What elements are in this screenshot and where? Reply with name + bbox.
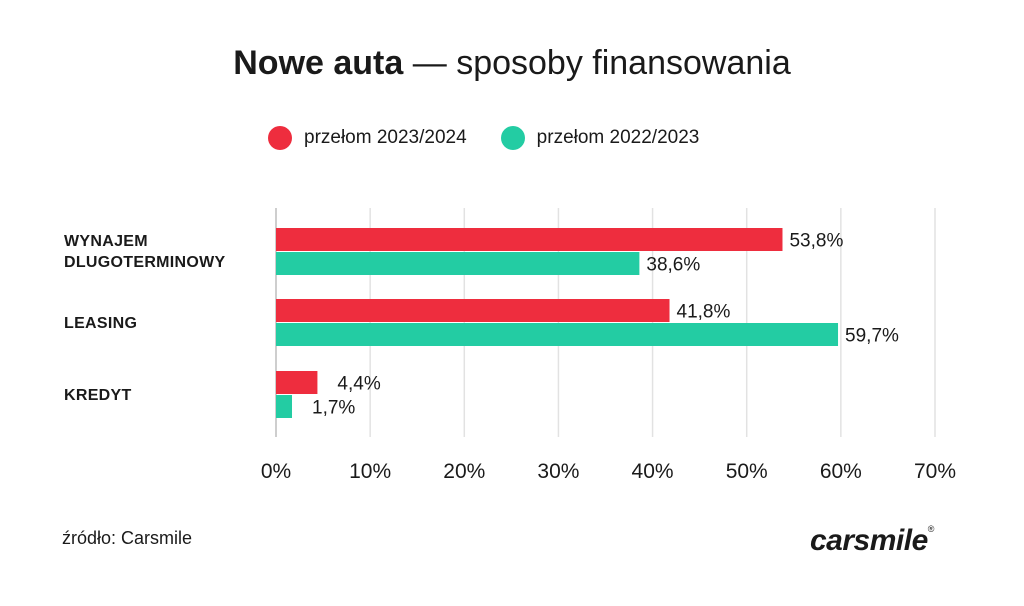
carsmile-logo: carsmile® (810, 524, 934, 558)
data-label: 59,7% (845, 326, 899, 347)
x-tick-label: 0% (261, 460, 291, 483)
data-label: 53,8% (789, 231, 843, 252)
bar-2022-2023 (276, 395, 293, 418)
category-label-line: WYNAJEM (64, 233, 148, 250)
x-tick-label: 10% (349, 460, 391, 483)
logo-text: carsmile (810, 524, 928, 557)
data-label: 4,4% (337, 374, 380, 395)
data-label: 1,7% (312, 398, 355, 419)
bar-2022-2023 (276, 252, 640, 275)
legend-label: przełom 2023/2024 (304, 127, 467, 148)
x-tick-label: 60% (820, 460, 862, 483)
title-rest: — sposoby finansowania (403, 44, 791, 82)
legend-swatch-red (268, 126, 292, 150)
title-bold: Nowe auta (233, 44, 404, 82)
x-tick-label: 30% (537, 460, 579, 483)
bar-2022-2023 (276, 323, 839, 346)
data-label: 38,6% (646, 255, 700, 276)
category-label-leasing: LEASING (64, 313, 137, 334)
x-tick-label: 20% (443, 460, 485, 483)
source-note: źródło: Carsmile (62, 528, 193, 548)
legend-swatch-green (500, 126, 525, 150)
bar-2023-2024 (276, 371, 318, 394)
bar-2023-2024 (276, 299, 670, 322)
legend-item-2022-2023: przełom 2022/2023 (500, 126, 700, 150)
x-tick-label: 50% (726, 460, 768, 483)
legend-item-2023-2024: przełom 2023/2024 (268, 126, 467, 150)
legend-label: przełom 2022/2023 (536, 127, 700, 148)
data-label: 41,8% (677, 302, 731, 323)
logo-registered-mark: ® (927, 524, 935, 534)
category-label-wynajem: WYNAJEM DLUGOTERMINOWY (64, 231, 226, 273)
x-tick-label: 40% (632, 460, 674, 483)
bar-2023-2024 (276, 228, 783, 251)
category-label-line: KREDYT (64, 387, 132, 404)
chart-title: Nowe auta — sposoby finansowania (0, 44, 1024, 83)
category-label-line: LEASING (64, 315, 138, 332)
legend: przełom 2023/2024 przełom 2022/2023 (268, 126, 699, 150)
x-tick-label: 70% (914, 460, 956, 483)
category-label-line: DLUGOTERMINOWY (64, 254, 226, 271)
category-label-kredyt: KREDYT (64, 385, 132, 406)
